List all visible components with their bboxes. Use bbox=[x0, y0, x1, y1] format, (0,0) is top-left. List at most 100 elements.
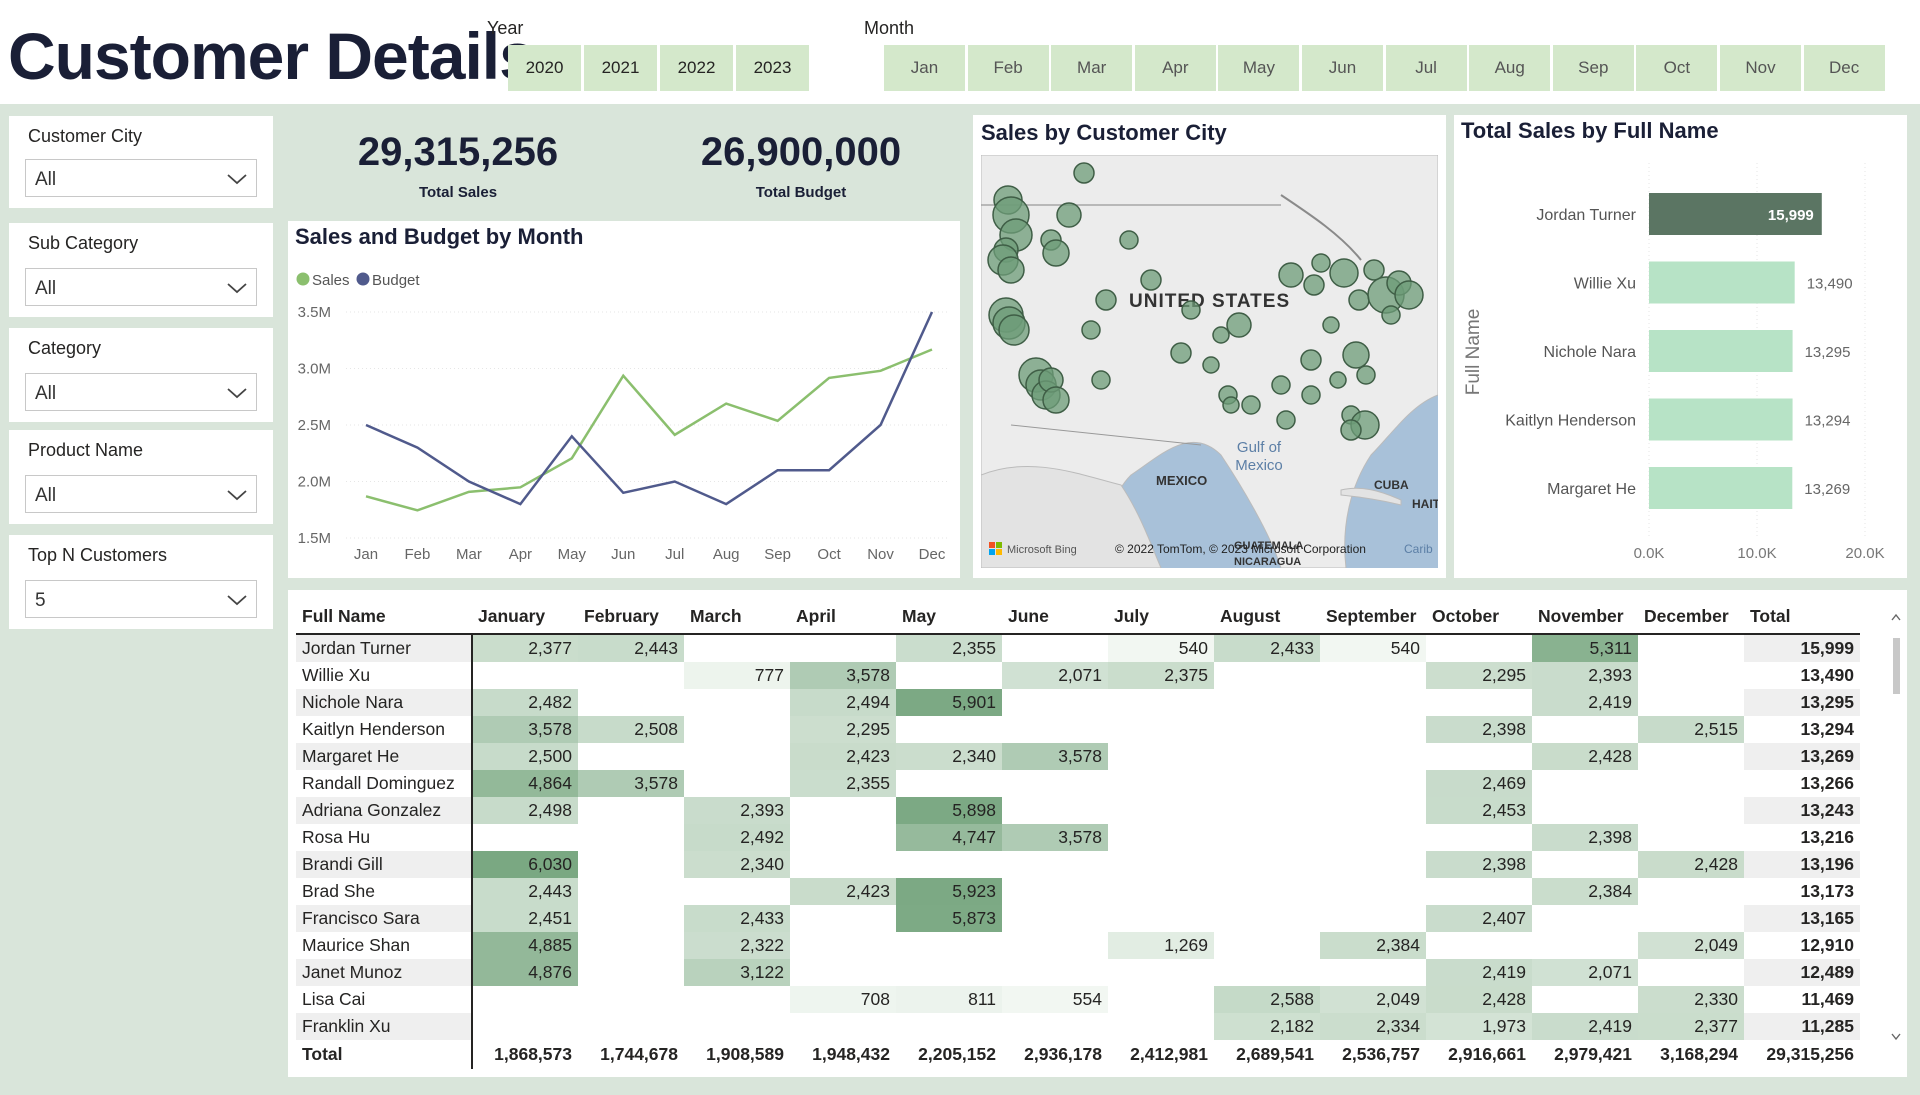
map-bubble[interactable] bbox=[1073, 162, 1095, 184]
table-row[interactable]: Randall Dominguez 4,864 3,578 2,355 2,469 13,… bbox=[296, 770, 1860, 797]
table-row[interactable]: Rosa Hu 2,492 4,747 3,578 2,398 13,216 bbox=[296, 824, 1860, 851]
map-bubble[interactable] bbox=[1222, 396, 1240, 414]
map-bubble[interactable] bbox=[1170, 342, 1192, 364]
map-bubble[interactable] bbox=[1042, 386, 1070, 414]
month-option-may[interactable]: May bbox=[1218, 45, 1300, 91]
table-cell: 3,578 bbox=[472, 716, 578, 743]
map-bubble[interactable] bbox=[1329, 258, 1359, 288]
map-bubble[interactable] bbox=[1181, 300, 1201, 320]
year-option-2020[interactable]: 2020 bbox=[508, 45, 581, 91]
month-option-jun[interactable]: Jun bbox=[1302, 45, 1383, 91]
filter-dropdown[interactable]: All bbox=[25, 159, 257, 197]
map-bubble[interactable] bbox=[1140, 269, 1162, 291]
bar-value-label: 13,269 bbox=[1804, 481, 1850, 498]
map-bubble[interactable] bbox=[1301, 385, 1321, 405]
column-header-june[interactable]: June bbox=[1002, 600, 1108, 635]
column-header-may[interactable]: May bbox=[896, 600, 1002, 635]
map-bubble[interactable] bbox=[1119, 230, 1139, 250]
filter-label: Sub Category bbox=[28, 233, 139, 253]
filter-dropdown[interactable]: All bbox=[25, 373, 257, 411]
filter-dropdown[interactable]: 5 bbox=[25, 580, 257, 618]
year-option-2023[interactable]: 2023 bbox=[736, 45, 809, 91]
table-row[interactable]: Kaitlyn Henderson 3,578 2,508 2,295 2,398 2,5… bbox=[296, 716, 1860, 743]
table-cell bbox=[1638, 878, 1744, 905]
filter-dropdown[interactable]: All bbox=[25, 475, 257, 513]
filter-dropdown[interactable]: All bbox=[25, 268, 257, 306]
column-header-july[interactable]: July bbox=[1108, 600, 1214, 635]
table-cell bbox=[1320, 689, 1426, 716]
sales-by-city-map[interactable]: Sales by Customer City UNITED STATES Gulf… bbox=[973, 115, 1446, 578]
table-row[interactable]: Jordan Turner 2,377 2,443 2,355 540 2,433 540 5… bbox=[296, 634, 1860, 662]
map-bubble[interactable] bbox=[1300, 349, 1322, 371]
month-option-aug[interactable]: Aug bbox=[1469, 45, 1551, 91]
column-header-march[interactable]: March bbox=[684, 600, 790, 635]
map-bubble[interactable] bbox=[1394, 280, 1424, 310]
year-option-2022[interactable]: 2022 bbox=[660, 45, 733, 91]
table-row[interactable]: Francisco Sara 2,451 2,433 5,873 2,407 13,165 bbox=[296, 905, 1860, 932]
table-row[interactable]: Janet Munoz 4,876 3,122 2,419 2,071 12,489 bbox=[296, 959, 1860, 986]
month-option-mar[interactable]: Mar bbox=[1051, 45, 1133, 91]
map-bubble[interactable] bbox=[1329, 371, 1347, 389]
year-option-2021[interactable]: 2021 bbox=[584, 45, 657, 91]
month-option-oct[interactable]: Oct bbox=[1636, 45, 1718, 91]
map-bubble[interactable] bbox=[1042, 239, 1070, 267]
map-bubble[interactable] bbox=[1056, 202, 1082, 228]
month-option-nov[interactable]: Nov bbox=[1720, 45, 1801, 91]
table-row[interactable]: Maurice Shan 4,885 2,322 1,269 2,384 2,049 12,… bbox=[296, 932, 1860, 959]
month-option-apr[interactable]: Apr bbox=[1134, 45, 1216, 91]
column-header-november[interactable]: November bbox=[1532, 600, 1638, 635]
map-bubble[interactable] bbox=[1278, 262, 1304, 288]
map-bubble[interactable] bbox=[1241, 395, 1261, 415]
column-header-total[interactable]: Total bbox=[1744, 600, 1860, 635]
map-bubble[interactable] bbox=[1091, 370, 1111, 390]
map-bubble[interactable] bbox=[1095, 289, 1117, 311]
map-bubble[interactable] bbox=[1226, 312, 1252, 338]
column-header-february[interactable]: February bbox=[578, 600, 684, 635]
map-bubble[interactable] bbox=[1363, 259, 1385, 281]
map-bubble[interactable] bbox=[997, 256, 1025, 284]
table-cell: 2,482 bbox=[472, 689, 578, 716]
table-row[interactable]: Brad She 2,443 2,423 5,923 2,384 13,173 bbox=[296, 878, 1860, 905]
map-bubble[interactable] bbox=[1271, 375, 1291, 395]
table-row[interactable]: Lisa Cai 708 811 554 2,588 2,049 2,428 2,330 11,… bbox=[296, 986, 1860, 1013]
table-scrollbar[interactable] bbox=[1890, 612, 1902, 1042]
table-cell: 554 bbox=[1002, 986, 1108, 1013]
table-cell: 2,419 bbox=[1532, 1013, 1638, 1040]
table-row[interactable]: Franklin Xu 2,182 2,334 1,973 2,419 2,377 11,2… bbox=[296, 1013, 1860, 1040]
map-bubble[interactable] bbox=[1311, 253, 1331, 273]
sales-budget-line-chart[interactable]: Sales and Budget by Month 3.5M 3.0M 2.5M 2.… bbox=[288, 221, 960, 578]
column-header-december[interactable]: December bbox=[1638, 600, 1744, 635]
map-bubble[interactable] bbox=[1340, 419, 1362, 441]
table-row[interactable]: Adriana Gonzalez 2,498 2,393 5,898 2,453 13,2… bbox=[296, 797, 1860, 824]
column-header-august[interactable]: August bbox=[1214, 600, 1320, 635]
table-row[interactable]: Margaret He 2,500 2,423 2,340 3,578 2,428 13,2… bbox=[296, 743, 1860, 770]
month-option-dec[interactable]: Dec bbox=[1803, 45, 1885, 91]
table-row[interactable]: Nichole Nara 2,482 2,494 5,901 2,419 13,295 bbox=[296, 689, 1860, 716]
table-row[interactable]: Brandi Gill 6,030 2,340 2,398 2,428 13,196 bbox=[296, 851, 1860, 878]
map-bubble[interactable] bbox=[1276, 410, 1296, 430]
map-bubble[interactable] bbox=[1348, 289, 1370, 311]
month-option-feb[interactable]: Feb bbox=[967, 45, 1049, 91]
month-option-sep[interactable]: Sep bbox=[1552, 45, 1634, 91]
map-bubble[interactable] bbox=[1202, 356, 1220, 374]
table-cell bbox=[1638, 770, 1744, 797]
month-option-jul[interactable]: Jul bbox=[1385, 45, 1467, 91]
column-header-full-name[interactable]: Full Name bbox=[296, 600, 472, 635]
column-header-january[interactable]: January bbox=[472, 600, 578, 635]
map-bubble[interactable] bbox=[1381, 305, 1401, 325]
map-bubble[interactable] bbox=[1303, 274, 1325, 296]
map-bubble[interactable] bbox=[1356, 365, 1376, 385]
map-bubble[interactable] bbox=[998, 314, 1030, 346]
map-bubble[interactable] bbox=[1081, 320, 1101, 340]
total-sales-by-name-chart[interactable]: Total Sales by Full Name 0.0K 10.0K 20.0K F… bbox=[1454, 115, 1907, 578]
month-option-jan[interactable]: Jan bbox=[884, 45, 965, 91]
column-header-september[interactable]: September bbox=[1320, 600, 1426, 635]
column-header-october[interactable]: October bbox=[1426, 600, 1532, 635]
map-bubble[interactable] bbox=[1342, 341, 1370, 369]
table-row[interactable]: Willie Xu 777 3,578 2,071 2,375 2,295 2,393 13,… bbox=[296, 662, 1860, 689]
map-bubble[interactable] bbox=[1212, 326, 1230, 344]
table-cell bbox=[684, 743, 790, 770]
map-bubble[interactable] bbox=[1322, 316, 1340, 334]
column-header-april[interactable]: April bbox=[790, 600, 896, 635]
